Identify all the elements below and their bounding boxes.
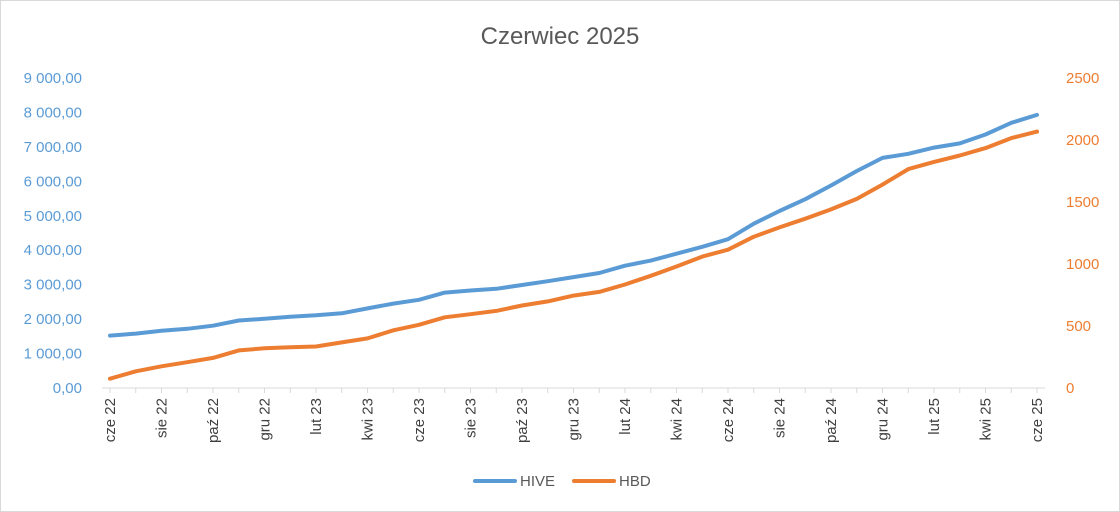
x-tick-label: paź 22 — [205, 398, 222, 443]
x-tick-label: sie 24 — [772, 398, 789, 438]
y-left-tick-label: 6 000,00 — [24, 173, 82, 190]
x-tick-label: sie 23 — [463, 398, 480, 438]
x-tick-label: lut 24 — [617, 398, 634, 435]
y-left-tick-label: 9 000,00 — [24, 70, 82, 87]
y-left-tick-label: 3 000,00 — [24, 277, 82, 294]
legend-label-hbd: HBD — [619, 473, 651, 490]
x-tick-label: paź 24 — [823, 398, 840, 443]
y-left-tick-label: 4 000,00 — [24, 242, 82, 259]
x-tick-label: sie 22 — [154, 398, 171, 438]
y-axis-right: 0 500 1000 1500 2000 2500 — [1066, 70, 1099, 397]
y-axis-left: 0,00 1 000,00 2 000,00 3 000,00 4 000,00 5 00… — [24, 70, 82, 397]
x-tick-label: cze 24 — [720, 398, 737, 442]
y-left-tick-label: 0,00 — [53, 380, 82, 397]
x-tick-label: cze 25 — [1029, 398, 1046, 442]
series-line-hbd — [108, 129, 1039, 381]
x-tick-label: gru 24 — [875, 398, 892, 441]
y-right-tick-label: 500 — [1066, 318, 1091, 335]
series-line-hive — [108, 112, 1039, 338]
x-tick-label: cze 23 — [411, 398, 428, 442]
x-tick-label: kwi 23 — [360, 398, 377, 441]
y-left-tick-label: 1 000,00 — [24, 346, 82, 363]
x-tick-label: gru 22 — [257, 398, 274, 441]
y-right-tick-label: 0 — [1066, 380, 1074, 397]
chart-title: Czerwiec 2025 — [481, 23, 640, 50]
series-layer — [108, 112, 1039, 381]
x-tick-label: kwi 25 — [978, 398, 995, 441]
y-left-tick-label: 8 000,00 — [24, 104, 82, 121]
y-right-tick-label: 1000 — [1066, 256, 1099, 273]
x-tick-label: paź 23 — [514, 398, 531, 443]
y-left-tick-label: 2 000,00 — [24, 311, 82, 328]
legend-label-hive: HIVE — [520, 473, 555, 490]
x-tick-label: gru 23 — [566, 398, 583, 441]
y-right-tick-label: 2500 — [1066, 70, 1099, 87]
y-right-tick-label: 1500 — [1066, 194, 1099, 211]
y-left-tick-label: 5 000,00 — [24, 208, 82, 225]
y-right-tick-label: 2000 — [1066, 132, 1099, 149]
x-tick-label: kwi 24 — [669, 398, 686, 441]
x-tick-label: lut 25 — [926, 398, 943, 435]
x-tick-label: cze 22 — [102, 398, 119, 442]
x-axis: cze 22 sie 22 paź 22 gru 22 lut 23 kwi 23 cze … — [102, 387, 1046, 443]
x-tick-label: lut 23 — [308, 398, 325, 435]
legend: HIVE HBD — [473, 473, 651, 490]
y-left-tick-label: 7 000,00 — [24, 139, 82, 156]
